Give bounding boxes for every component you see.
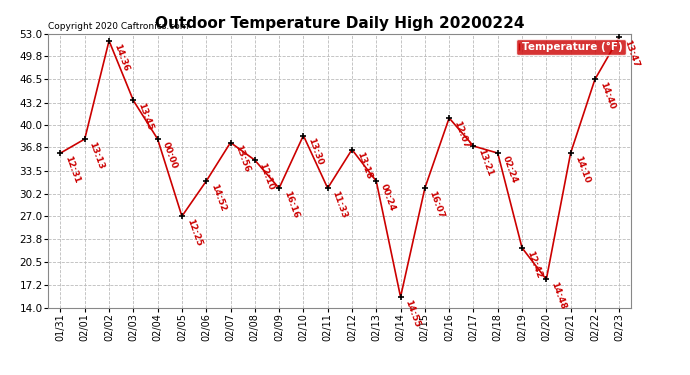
Text: 13:21: 13:21 xyxy=(476,147,495,177)
Text: 13:30: 13:30 xyxy=(306,137,324,167)
Legend: Temperature (°F): Temperature (°F) xyxy=(516,39,626,55)
Text: 14:40: 14:40 xyxy=(598,81,616,111)
Text: 16:07: 16:07 xyxy=(428,189,446,219)
Text: 13:47: 13:47 xyxy=(622,39,640,69)
Text: 14:36: 14:36 xyxy=(112,42,130,72)
Text: 13:18: 13:18 xyxy=(355,151,373,181)
Text: 11:33: 11:33 xyxy=(331,189,348,219)
Text: 14:52: 14:52 xyxy=(209,183,227,213)
Text: 12:42: 12:42 xyxy=(525,249,543,279)
Title: Outdoor Temperature Daily High 20200224: Outdoor Temperature Daily High 20200224 xyxy=(155,16,524,31)
Text: 16:16: 16:16 xyxy=(282,189,300,219)
Text: 13:45: 13:45 xyxy=(136,102,155,132)
Text: 13:56: 13:56 xyxy=(233,144,252,174)
Text: 12:10: 12:10 xyxy=(257,162,276,191)
Text: 13:13: 13:13 xyxy=(88,140,106,170)
Text: 14:10: 14:10 xyxy=(573,154,591,184)
Text: 12:25: 12:25 xyxy=(185,217,203,248)
Text: 12:07: 12:07 xyxy=(452,119,470,149)
Text: 14:48: 14:48 xyxy=(549,281,567,311)
Text: 00:00: 00:00 xyxy=(160,140,179,170)
Text: 00:24: 00:24 xyxy=(379,183,397,212)
Text: Copyright 2020 Caftronics.com: Copyright 2020 Caftronics.com xyxy=(48,22,189,31)
Text: 14:55: 14:55 xyxy=(404,298,422,328)
Text: 12:31: 12:31 xyxy=(63,154,81,184)
Text: 02:24: 02:24 xyxy=(500,154,519,184)
